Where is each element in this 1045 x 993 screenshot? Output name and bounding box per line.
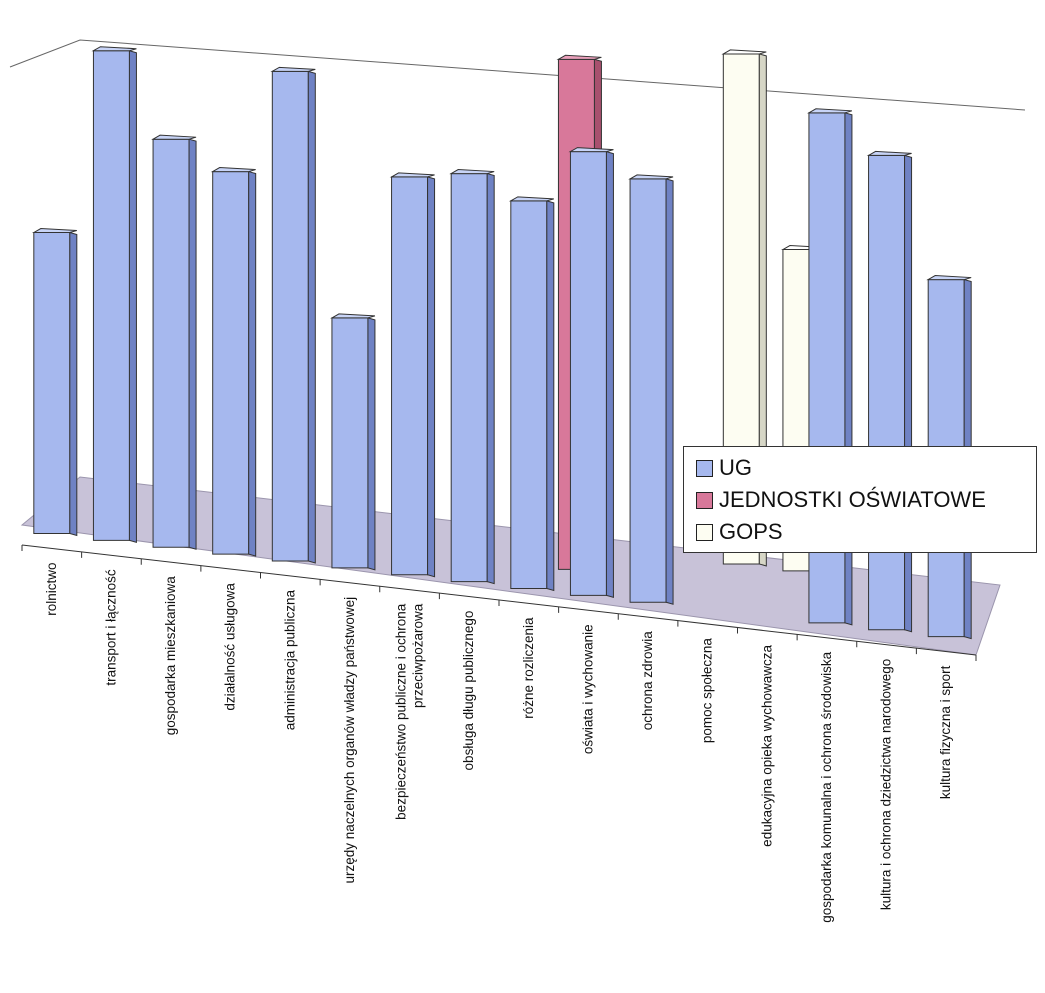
bar-side bbox=[188, 138, 197, 550]
legend-item-jednostki-oswiatowe: JEDNOSTKI OŚWIATOWE bbox=[696, 484, 1036, 516]
bar-top bbox=[389, 172, 435, 178]
bar-front bbox=[450, 173, 488, 583]
axis-ticks bbox=[21, 545, 977, 661]
bar-side bbox=[248, 170, 257, 557]
bars bbox=[31, 46, 972, 640]
chart-back-wall-edge bbox=[9, 39, 1026, 111]
bar-top bbox=[556, 54, 602, 60]
bar-top bbox=[866, 150, 912, 156]
bar-front bbox=[868, 154, 906, 631]
bar-top bbox=[721, 49, 767, 55]
bar-top bbox=[807, 108, 853, 114]
legend-swatch-jednostki-oswiatowe bbox=[696, 491, 713, 509]
bar-side bbox=[307, 70, 316, 564]
bar-ug-rozne-rozliczenia bbox=[508, 196, 555, 592]
bar-side bbox=[367, 317, 376, 571]
legend-label-ug: UG bbox=[719, 455, 752, 480]
bar-front bbox=[152, 138, 190, 548]
bar-front bbox=[331, 317, 369, 569]
category-label-edukacyjna-opieka-wychowawcza: edukacyjna opieka wychowawcza bbox=[759, 644, 774, 846]
bar-top bbox=[330, 313, 376, 319]
category-label-administracja-publiczna: administracja publiczna bbox=[282, 589, 297, 730]
bar-front bbox=[271, 70, 309, 562]
category-label-bezpieczenstwo-publiczne-i-ochrona-przeciwpozarowa: bezpieczeństwo publiczne i ochrona przeci… bbox=[394, 603, 426, 820]
category-label-oswiata-i-wychowanie: oświata i wychowanie bbox=[580, 624, 595, 754]
bar-front bbox=[629, 178, 667, 603]
category-label-rozne-rozliczenia: różne rozliczenia bbox=[521, 617, 536, 719]
bar-front bbox=[569, 151, 607, 596]
category-label-ochrona-zdrowia: ochrona zdrowia bbox=[640, 631, 655, 731]
bar-side bbox=[665, 178, 674, 605]
bar-ug-gospodarka-mieszkaniowa bbox=[151, 134, 197, 550]
bar-front bbox=[92, 50, 130, 541]
legend: UG JEDNOSTKI OŚWIATOWE GOPS bbox=[683, 446, 1037, 553]
bar-front bbox=[212, 171, 250, 555]
bar-top bbox=[508, 196, 554, 202]
legend-label-gops: GOPS bbox=[719, 519, 783, 544]
category-label-obsluga-dlugu-publicznego: obsługa długu publicznego bbox=[461, 611, 476, 771]
bar-side bbox=[427, 176, 436, 578]
bar-side bbox=[486, 172, 495, 585]
category-label-gospodarka-komunalna-i-ochrona-srodowiska: gospodarka komunalna i ochrona środowisk… bbox=[819, 651, 834, 922]
legend-item-ug: UG bbox=[696, 452, 1036, 484]
legend-swatch-ug bbox=[696, 459, 713, 477]
category-label-transport-i-lacznosc: transport i łączność bbox=[103, 569, 118, 686]
category-label-kultura-i-ochrona-dziedzictwa-narodowego: kultura i ochrona dziedzictwa narodowego bbox=[879, 659, 894, 910]
bar-front bbox=[391, 176, 429, 576]
bar-front bbox=[33, 232, 71, 534]
category-label-rolnictwo: rolnictwo bbox=[44, 562, 59, 615]
category-label-kultura-fizyczna-i-sport: kultura fizyczna i sport bbox=[938, 665, 953, 799]
bar-gops-edukacyjna-opieka-wychowawcza bbox=[721, 49, 767, 567]
bar-side bbox=[904, 154, 913, 633]
category-labels: rolnictwo transport i łączność gospodarka … bbox=[44, 562, 953, 922]
bar-ug-administracja-publiczna bbox=[270, 66, 316, 564]
bar-top bbox=[628, 174, 674, 180]
legend-item-gops: GOPS bbox=[696, 516, 1036, 548]
category-label-pomoc-spoleczna: pomoc społeczna bbox=[700, 638, 715, 744]
bar-top bbox=[270, 66, 316, 72]
bar-side bbox=[546, 200, 555, 592]
bar-side bbox=[69, 231, 78, 537]
bar-top bbox=[31, 228, 77, 234]
bar-side bbox=[758, 53, 767, 567]
category-label-gospodarka-mieszkaniowa: gospodarka mieszkaniowa bbox=[163, 576, 178, 736]
bar-side bbox=[128, 50, 137, 543]
bar-ug-bezpieczenstwo-publiczne-i-ochrona-przeciwpozarowa bbox=[389, 172, 436, 578]
bar-top bbox=[151, 134, 197, 140]
bar-ug-urzedy-naczelnych-organow-wladzy-panstwowej bbox=[330, 313, 376, 571]
bar-top bbox=[568, 147, 614, 153]
bar-ug-kultura-i-ochrona-dziedzictwa-narodowego bbox=[866, 150, 913, 633]
bar-ug-ochrona-zdrowia bbox=[628, 174, 674, 605]
bar-side bbox=[605, 150, 614, 598]
category-label-urzedy-naczelnych-organow-wladzy-panstwowej: urzędy naczelnych organów władzy państwo… bbox=[342, 597, 357, 884]
bar-ug-obsluga-dlugu-publicznego bbox=[449, 169, 495, 585]
bar-ug-rolnictwo bbox=[31, 228, 78, 537]
bar-top bbox=[210, 167, 256, 173]
bar-top bbox=[926, 275, 972, 281]
bar-ug-dzialalnosc-uslugowa bbox=[210, 167, 257, 557]
category-label-dzialalnosc-uslugowa: działalność usługowa bbox=[223, 583, 238, 711]
bar-ug-oswiata-i-wychowanie bbox=[568, 147, 614, 598]
legend-label-jednostki-oswiatowe: JEDNOSTKI OŚWIATOWE bbox=[719, 487, 986, 512]
bar-top bbox=[449, 169, 495, 175]
legend-swatch-gops bbox=[696, 523, 713, 541]
bar-top bbox=[91, 46, 137, 52]
bar-front bbox=[510, 200, 548, 589]
bar-ug-transport-i-lacznosc bbox=[91, 46, 137, 543]
